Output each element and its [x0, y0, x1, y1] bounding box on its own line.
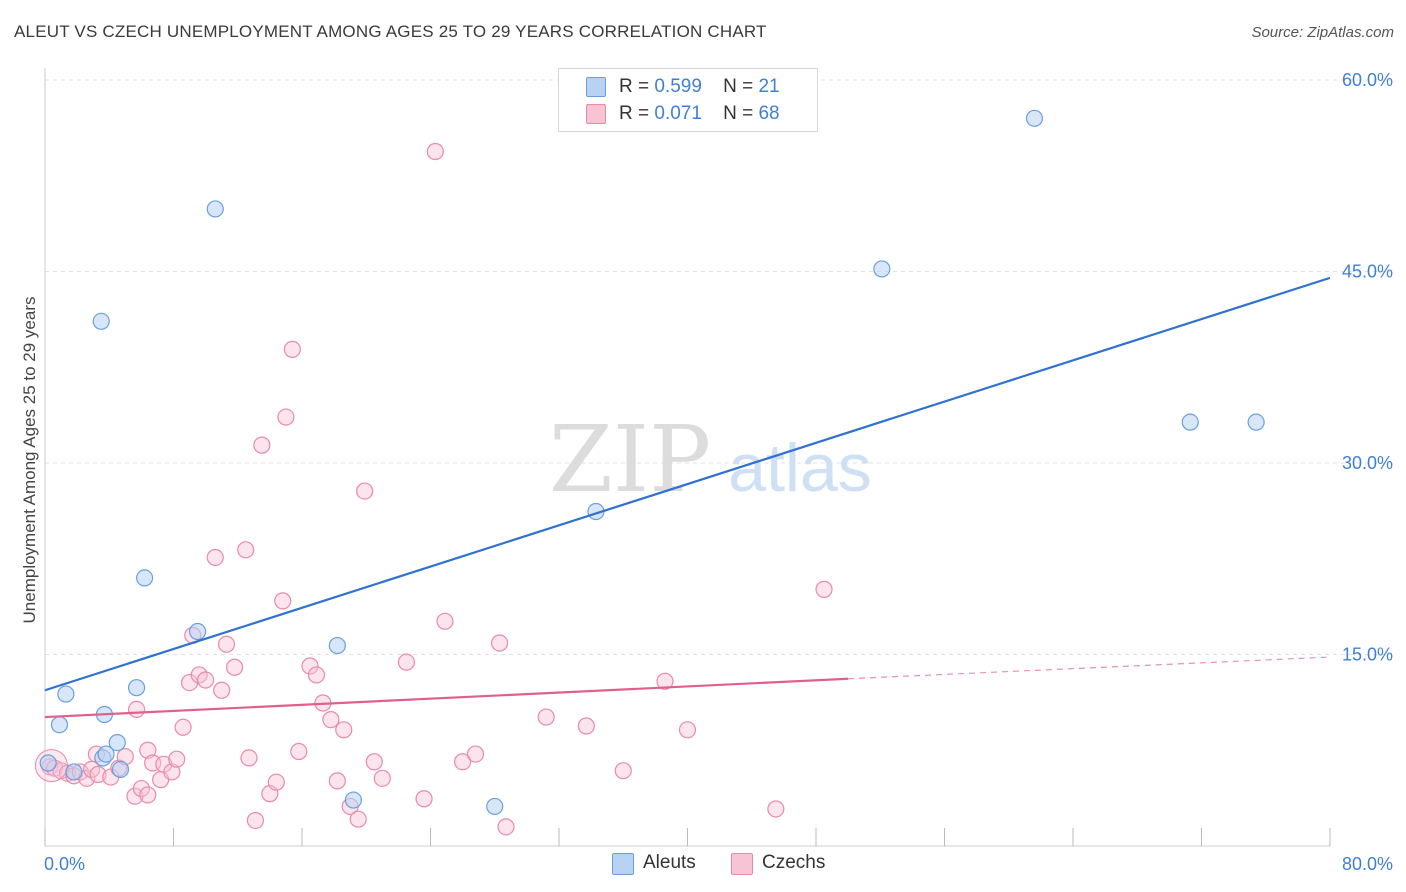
series-legend-label-aleuts: Aleuts: [643, 852, 696, 873]
czech-point: [335, 721, 353, 739]
czech-point: [127, 700, 146, 718]
legend-swatch-aleuts: [586, 77, 606, 97]
tick-labels: 15.0% 30.0% 45.0% 60.0% 0.0% 80.0%: [44, 70, 1393, 874]
source-label: Source: ZipAtlas.com: [1251, 24, 1394, 41]
x-tick-label: 0.0%: [44, 854, 85, 874]
aleut-point: [135, 569, 154, 587]
watermark-atlas: atlas: [728, 430, 872, 506]
watermark: ZIP atlas: [549, 406, 872, 513]
czech-point: [365, 753, 383, 771]
aleut-point: [111, 760, 130, 779]
series-legend-label-czechs: Czechs: [762, 852, 826, 873]
czech-point: [656, 672, 674, 690]
czech-point: [277, 408, 295, 426]
czech-point: [577, 717, 595, 735]
aleut-point: [1247, 413, 1265, 431]
czech-point: [767, 800, 785, 818]
czech-point: [283, 340, 301, 358]
czech-point: [436, 612, 454, 630]
czech-point: [213, 681, 231, 699]
aleut-point: [1181, 413, 1199, 431]
watermark-zip: ZIP: [549, 406, 711, 513]
aleut-point: [57, 685, 75, 703]
legend-text-aleuts: R = 0.599 N = 21: [619, 76, 780, 97]
czech-point: [373, 769, 391, 787]
czech-point: [132, 779, 150, 798]
czech-point: [397, 653, 416, 671]
czech-point: [322, 711, 340, 729]
czech-point: [466, 745, 485, 763]
czech-point: [197, 671, 215, 689]
czech-point: [815, 580, 833, 598]
legend-swatch-czechs: [586, 104, 606, 124]
aleut-point: [39, 754, 57, 772]
aleut-point: [127, 679, 146, 697]
czech-point: [225, 658, 244, 676]
aleut-point: [188, 622, 207, 641]
czech-point: [415, 790, 433, 808]
grid: [45, 79, 1392, 655]
czech-point: [349, 810, 367, 828]
czech-point: [168, 750, 186, 768]
aleut-trend-line: [44, 276, 1331, 692]
czech-point: [301, 657, 319, 675]
czech-point: [274, 592, 292, 610]
y-tick-label: 45.0%: [1342, 262, 1393, 282]
czech-point: [139, 786, 157, 804]
y-tick-label: 30.0%: [1342, 453, 1393, 473]
czech-point: [89, 765, 107, 784]
czech-point: [454, 753, 472, 771]
czech-trend-line: [44, 677, 849, 719]
czech-point: [356, 482, 374, 500]
czech-point: [206, 548, 224, 567]
y-tick-label: 60.0%: [1342, 70, 1393, 90]
czech-point: [497, 818, 515, 836]
aleut-point: [108, 733, 126, 752]
legend-text-czechs: R = 0.071 N = 68: [619, 103, 780, 124]
correlation-legend: R = 0.599 N = 21 R = 0.071 N = 68: [558, 68, 818, 132]
series-legend-swatch-aleuts: [612, 853, 634, 875]
czech-point: [267, 773, 285, 791]
czech-point: [307, 666, 326, 684]
czech-point: [246, 811, 265, 830]
czech-point: [537, 708, 555, 726]
czech-point: [490, 634, 509, 652]
aleut-point: [92, 312, 110, 330]
chart-title: ALEUT VS CZECH UNEMPLOYMENT AMONG AGES 2…: [14, 22, 767, 41]
czech-point: [240, 749, 258, 767]
aleut-point: [50, 716, 69, 734]
aleut-point: [873, 260, 891, 278]
aleut-point: [344, 791, 362, 809]
czech-trend-line-extension: [848, 656, 1331, 680]
trend-lines: [44, 276, 1331, 719]
czech-point: [253, 436, 271, 454]
aleut-point: [206, 200, 224, 218]
czech-point: [237, 541, 255, 559]
czech-points: [34, 142, 833, 836]
aleut-point: [486, 797, 504, 816]
aleut-points: [39, 109, 1265, 816]
czech-point: [614, 762, 632, 780]
czech-point: [217, 635, 236, 653]
y-tick-label: 15.0%: [1342, 645, 1393, 665]
aleut-point: [65, 763, 83, 781]
czech-point: [290, 742, 308, 761]
czech-point: [139, 741, 157, 759]
czech-point: [174, 718, 192, 736]
czech-point: [163, 763, 181, 781]
x-tick-label: 80.0%: [1342, 854, 1393, 874]
czech-point: [426, 142, 444, 161]
series-legend-swatch-czechs: [731, 853, 753, 875]
aleut-point: [328, 636, 346, 655]
aleut-point: [1025, 109, 1044, 127]
czech-point: [678, 721, 697, 739]
aleut-point: [97, 745, 115, 763]
czech-point: [328, 772, 346, 790]
